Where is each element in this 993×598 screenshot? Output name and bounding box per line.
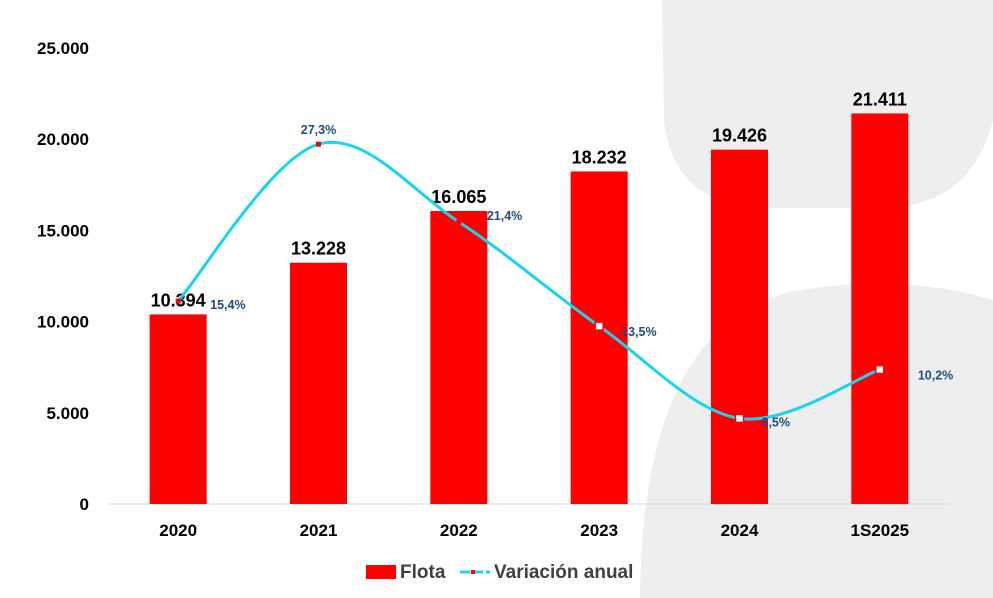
bar-value-label: 13.228: [291, 239, 346, 259]
bar: [711, 149, 768, 505]
bar: [851, 113, 909, 504]
variation-line: [177, 140, 881, 421]
y-tick-label: 0: [80, 495, 89, 514]
x-tick-label: 2022: [440, 521, 478, 540]
y-tick-label: 25.000: [37, 39, 89, 58]
y-tick-label: 10.000: [37, 313, 89, 332]
background-decoration: [640, 0, 993, 598]
x-tick-label: 1S2025: [851, 521, 910, 540]
line-marker: [456, 219, 462, 225]
line-marker: [316, 141, 321, 147]
line-value-label: 6,5%: [762, 415, 791, 429]
line-value-label: 10,2%: [918, 369, 953, 383]
x-tick-label: 2021: [300, 521, 338, 540]
line-series: 15,4% 27,3% 21,4% 13,5% 6,5% 10,2%: [175, 123, 953, 429]
y-tick-label: 15.000: [37, 221, 89, 240]
legend-swatch-flota: [366, 565, 396, 579]
legend-label-flota: Flota: [400, 562, 446, 583]
y-tick-label: 5.000: [46, 404, 89, 423]
y-tick-label: 20.000: [37, 130, 89, 149]
line-value-label: 13,5%: [621, 325, 656, 339]
line-value-label: 27,3%: [301, 123, 336, 137]
bar-value-label: 21.411: [853, 89, 907, 109]
bar-value-label: 19.426: [712, 126, 767, 146]
bar-value-label: 16.065: [431, 187, 486, 207]
bar: [290, 262, 347, 504]
line-value-label: 21,4%: [487, 209, 522, 223]
bar-value-label: 18.232: [572, 147, 627, 167]
line-marker: [594, 321, 604, 331]
bar: [430, 210, 488, 504]
x-tick-label: 2024: [721, 521, 759, 540]
legend-marker-variacion: [471, 570, 475, 574]
x-tick-label: 2020: [159, 521, 197, 540]
line-marker: [734, 413, 745, 424]
legend: Flota Variación anual: [366, 562, 633, 583]
bar: [149, 314, 207, 504]
legend-label-variacion: Variación anual: [494, 562, 633, 583]
x-axis: 2020 2021 2022 2023 2024 1S2025: [108, 503, 950, 540]
line-marker: [875, 364, 885, 375]
line-marker: [175, 298, 181, 304]
x-tick-label: 2023: [580, 521, 618, 540]
line-value-label: 15,4%: [210, 298, 245, 312]
y-axis: 0 5.000 10.000 15.000 20.000 25.000: [37, 39, 89, 514]
background-shape-bottom: [640, 283, 993, 598]
bar: [570, 171, 628, 505]
